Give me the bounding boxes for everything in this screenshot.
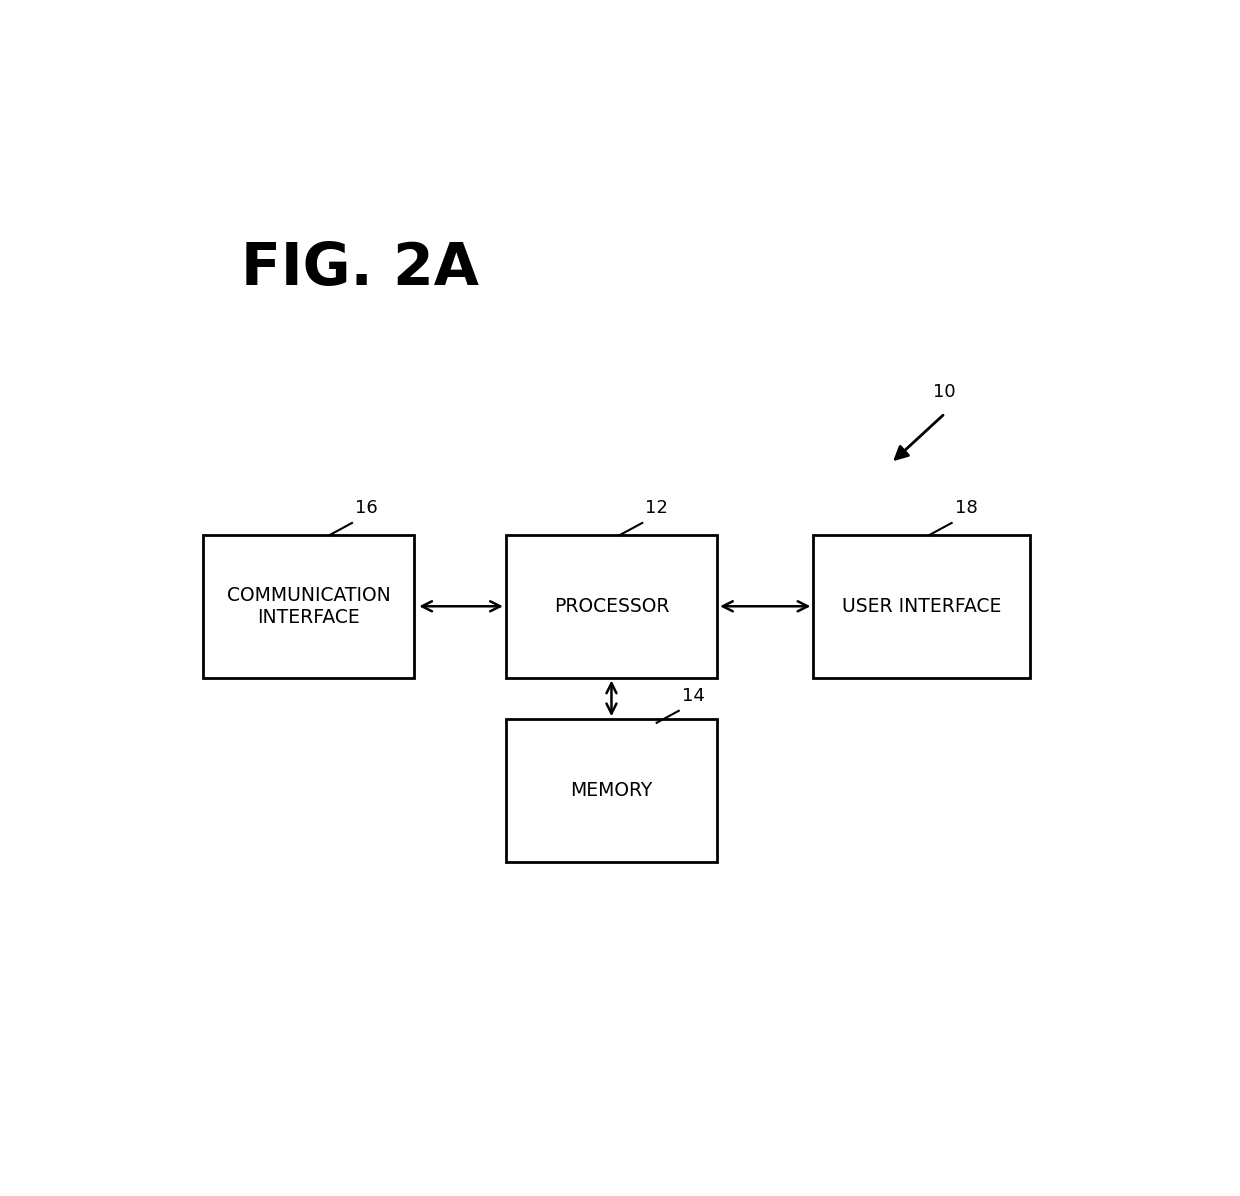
Text: 14: 14 <box>682 688 704 706</box>
Text: 16: 16 <box>355 500 378 518</box>
Text: 12: 12 <box>645 500 668 518</box>
Text: PROCESSOR: PROCESSOR <box>554 597 670 616</box>
FancyBboxPatch shape <box>506 719 717 862</box>
FancyBboxPatch shape <box>813 535 1029 678</box>
Text: COMMUNICATION
INTERFACE: COMMUNICATION INTERFACE <box>227 586 391 627</box>
Text: 18: 18 <box>955 500 977 518</box>
FancyBboxPatch shape <box>203 535 414 678</box>
FancyBboxPatch shape <box>506 535 717 678</box>
Text: 10: 10 <box>934 384 956 402</box>
Text: USER INTERFACE: USER INTERFACE <box>842 597 1001 616</box>
Text: MEMORY: MEMORY <box>570 781 652 800</box>
Text: FIG. 2A: FIG. 2A <box>242 240 480 298</box>
